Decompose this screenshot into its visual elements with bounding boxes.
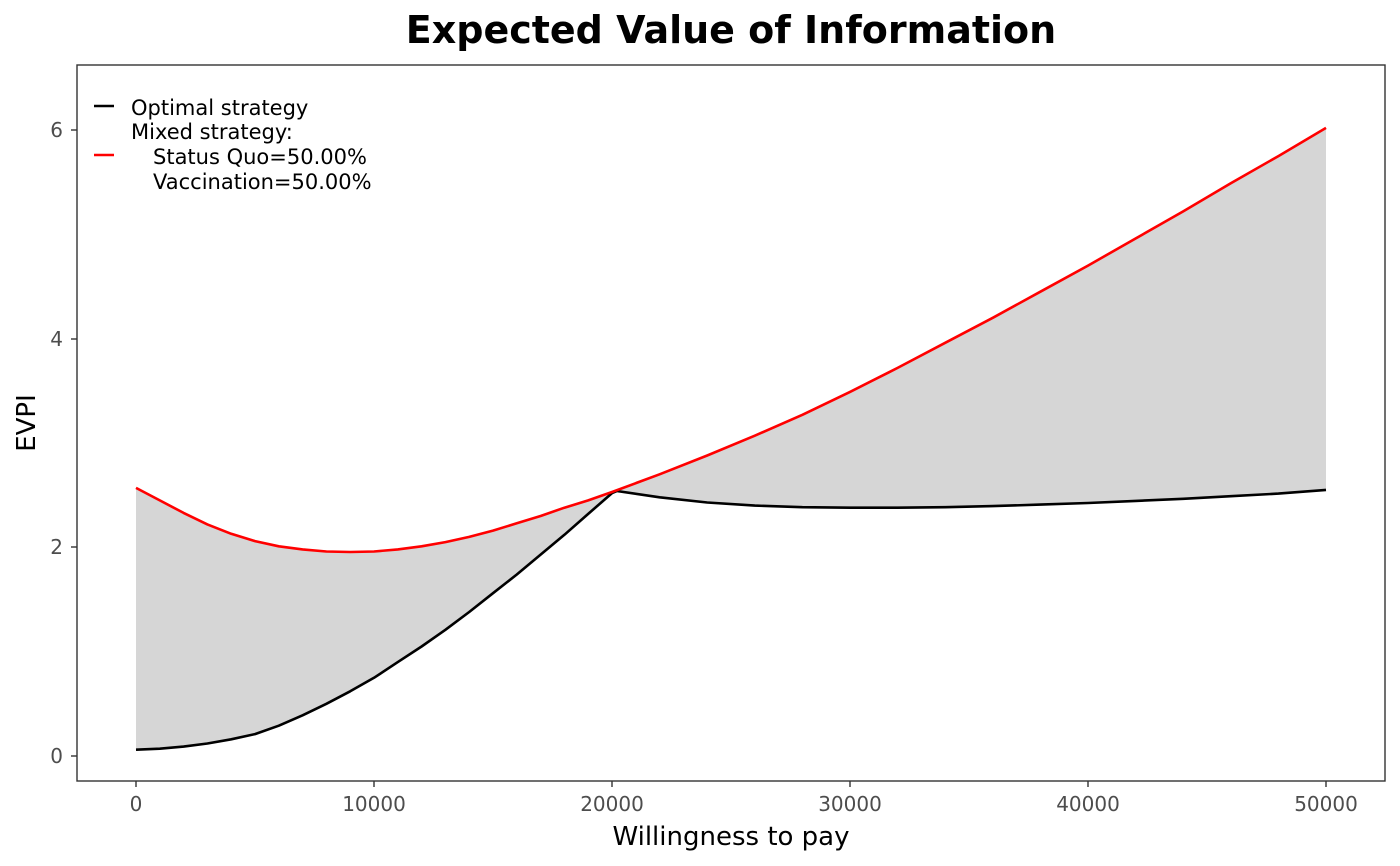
optimal-strategy-line — [135, 488, 1327, 751]
evpi-shaded-region — [136, 127, 1326, 750]
x-tick-label: 50000 — [1294, 792, 1358, 816]
x-tick-label: 10000 — [342, 792, 406, 816]
y-tick-label: 0 — [50, 744, 63, 768]
legend-label-vaccination: Vaccination=50.00% — [153, 170, 372, 194]
x-axis: 0 10000 20000 30000 40000 50000 Willingn… — [130, 781, 1358, 852]
x-tick-label: 30000 — [818, 792, 882, 816]
x-tick-label: 0 — [130, 792, 143, 816]
y-axis: 0 2 4 6 EVPI — [12, 118, 77, 768]
legend-label-mixed: Mixed strategy: — [131, 120, 293, 144]
legend-label-optimal: Optimal strategy — [131, 96, 308, 120]
x-axis-title: Willingness to pay — [612, 822, 849, 852]
mixed-strategy-line — [135, 126, 1327, 554]
legend: Optimal strategy Mixed strategy: Status … — [94, 96, 372, 194]
legend-label-status-quo: Status Quo=50.00% — [153, 145, 367, 169]
y-tick-label: 2 — [50, 535, 63, 559]
y-axis-title: EVPI — [12, 394, 42, 452]
panel-border — [76, 64, 1386, 782]
chart-title: Expected Value of Information — [406, 8, 1056, 52]
plot-area — [76, 64, 1386, 782]
x-tick-label: 20000 — [580, 792, 644, 816]
y-tick-label: 4 — [50, 327, 63, 351]
y-tick-label: 6 — [50, 118, 63, 142]
x-tick-label: 40000 — [1056, 792, 1120, 816]
